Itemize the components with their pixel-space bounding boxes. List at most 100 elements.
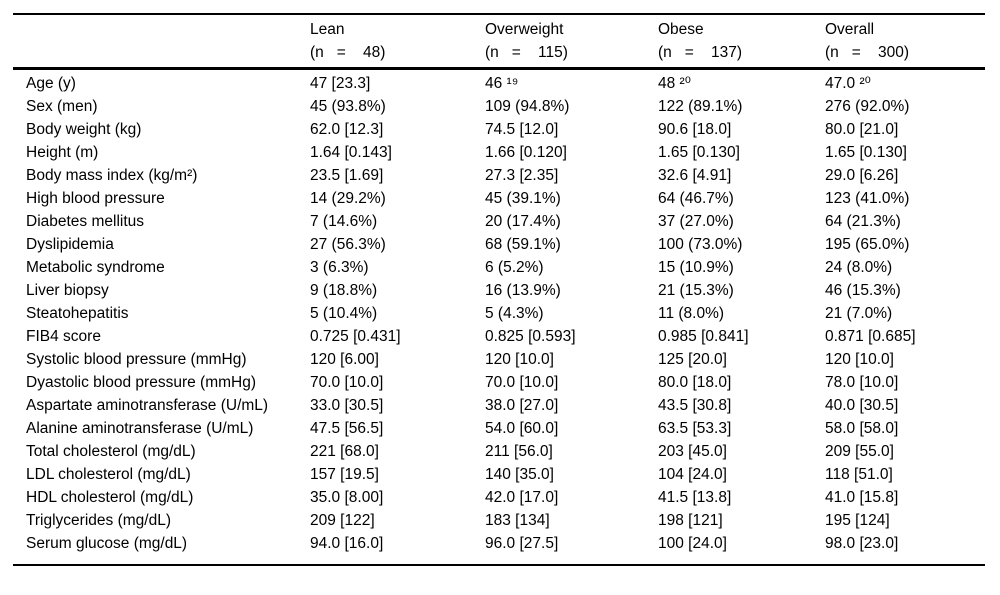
- cell-lean: 209 [122]: [310, 512, 375, 529]
- cell-lean: 1.64 [0.143]: [310, 144, 392, 161]
- cell-overweight: 70.0 [10.0]: [485, 374, 559, 391]
- cell-lean: 27 (56.3%): [310, 236, 386, 253]
- cell-obese: 15 (10.9%): [658, 259, 734, 276]
- cell-lean: 9 (18.8%): [310, 282, 378, 299]
- row-label: Dyastolic blood pressure (mmHg): [26, 374, 256, 391]
- cell-overweight: 20 (17.4%): [485, 213, 561, 230]
- cell-lean: 33.0 [30.5]: [310, 397, 384, 414]
- cell-overall: 1.65 [0.130]: [825, 144, 907, 161]
- cell-overall: 209 [55.0]: [825, 443, 894, 460]
- cell-obese: 32.6 [4.91]: [658, 167, 732, 184]
- table-row: HDL cholesterol (mg/dL) 35.0 [8.00] 42.0…: [13, 486, 985, 509]
- cell-overweight: 5 (4.3%): [485, 305, 544, 322]
- cell-overweight: 27.3 [2.35]: [485, 167, 559, 184]
- column-title: Obese: [658, 21, 704, 38]
- cell-lean: 120 [6.00]: [310, 351, 379, 368]
- column-title: Overweight: [485, 21, 564, 38]
- cell-overweight: 54.0 [60.0]: [485, 420, 559, 437]
- row-label: Liver biopsy: [26, 282, 109, 299]
- cell-obese: 80.0 [18.0]: [658, 374, 732, 391]
- cell-overall: 123 (41.0%): [825, 190, 910, 207]
- cell-overall: 46 (15.3%): [825, 282, 901, 299]
- cell-lean: 47 [23.3]: [310, 75, 371, 92]
- column-title: Overall: [825, 21, 875, 38]
- column-title: Lean: [310, 21, 345, 38]
- table-row: Metabolic syndrome 3 (6.3%) 6 (5.2%) 15 …: [13, 256, 985, 279]
- table-row: Height (m) 1.64 [0.143] 1.66 [0.120] 1.6…: [13, 141, 985, 164]
- cell-overall: 41.0 [15.8]: [825, 489, 899, 506]
- cell-lean: 62.0 [12.3]: [310, 121, 384, 138]
- cell-obese: 100 [24.0]: [658, 535, 727, 552]
- column-header-lean: Lean (n = 48): [310, 14, 485, 70]
- row-label: Alanine aminotransferase (U/mL): [26, 420, 254, 437]
- table-row: Diabetes mellitus 7 (14.6%) 20 (17.4%) 3…: [13, 210, 985, 233]
- cell-lean: 7 (14.6%): [310, 213, 378, 230]
- cell-overall: 80.0 [21.0]: [825, 121, 899, 138]
- table-row: Triglycerides (mg/dL) 209 [122] 183 [134…: [13, 509, 985, 532]
- cell-overweight: 68 (59.1%): [485, 236, 561, 253]
- row-label: Serum glucose (mg/dL): [26, 535, 188, 552]
- cell-obese: 48 ²⁰: [658, 75, 691, 92]
- cell-obese: 122 (89.1%): [658, 98, 743, 115]
- cell-overall: 98.0 [23.0]: [825, 535, 899, 552]
- cell-lean: 3 (6.3%): [310, 259, 369, 276]
- cell-overweight: 16 (13.9%): [485, 282, 561, 299]
- table-row: Total cholesterol (mg/dL) 221 [68.0] 211…: [13, 440, 985, 463]
- cell-obese: 1.65 [0.130]: [658, 144, 740, 161]
- cell-obese: 63.5 [53.3]: [658, 420, 732, 437]
- table-row: Body mass index (kg/m²) 23.5 [1.69] 27.3…: [13, 164, 985, 187]
- cell-overall: 24 (8.0%): [825, 259, 893, 276]
- document-page: Lean (n = 48) Overweight (n = 115) Obese…: [13, 13, 985, 566]
- row-label: Metabolic syndrome: [26, 259, 165, 276]
- row-label: Steatohepatitis: [26, 305, 129, 322]
- table-row: Alanine aminotransferase (U/mL) 47.5 [56…: [13, 417, 985, 440]
- cell-overweight: 6 (5.2%): [485, 259, 544, 276]
- column-header-overweight: Overweight (n = 115): [485, 14, 658, 70]
- row-label: FIB4 score: [26, 328, 101, 345]
- table-row: Liver biopsy 9 (18.8%) 16 (13.9%) 21 (15…: [13, 279, 985, 302]
- cell-lean: 35.0 [8.00]: [310, 489, 384, 506]
- cell-lean: 0.725 [0.431]: [310, 328, 401, 345]
- table-row: Systolic blood pressure (mmHg) 120 [6.00…: [13, 348, 985, 371]
- table-row: Steatohepatitis 5 (10.4%) 5 (4.3%) 11 (8…: [13, 302, 985, 325]
- cell-overweight: 45 (39.1%): [485, 190, 561, 207]
- column-header-empty: [13, 14, 310, 70]
- row-label: High blood pressure: [26, 190, 165, 207]
- cell-overall: 64 (21.3%): [825, 213, 901, 230]
- row-label: Age (y): [26, 75, 76, 92]
- cell-overall: 58.0 [58.0]: [825, 420, 899, 437]
- table-header: Lean (n = 48) Overweight (n = 115) Obese…: [13, 14, 985, 70]
- row-label: Diabetes mellitus: [26, 213, 145, 230]
- cell-obese: 64 (46.7%): [658, 190, 734, 207]
- column-sample-size: (n = 300): [825, 44, 910, 61]
- cell-obese: 198 [121]: [658, 512, 723, 529]
- row-label: Height (m): [26, 144, 99, 161]
- row-label: Total cholesterol (mg/dL): [26, 443, 196, 460]
- cell-obese: 100 (73.0%): [658, 236, 743, 253]
- row-label: Dyslipidemia: [26, 236, 114, 253]
- cell-overweight: 120 [10.0]: [485, 351, 554, 368]
- table-row: Body weight (kg) 62.0 [12.3] 74.5 [12.0]…: [13, 118, 985, 141]
- cell-overweight: 42.0 [17.0]: [485, 489, 559, 506]
- cell-overall: 29.0 [6.26]: [825, 167, 899, 184]
- column-sample-size: (n = 115): [485, 44, 568, 61]
- column-sample-size: (n = 48): [310, 44, 386, 61]
- cell-overweight: 211 [56.0]: [485, 443, 553, 460]
- row-label: Sex (men): [26, 98, 98, 115]
- baseline-characteristics-table: Lean (n = 48) Overweight (n = 115) Obese…: [13, 13, 985, 566]
- cell-lean: 14 (29.2%): [310, 190, 386, 207]
- cell-overweight: 96.0 [27.5]: [485, 535, 559, 552]
- cell-obese: 37 (27.0%): [658, 213, 734, 230]
- cell-overweight: 38.0 [27.0]: [485, 397, 559, 414]
- cell-overweight: 74.5 [12.0]: [485, 121, 559, 138]
- cell-lean: 47.5 [56.5]: [310, 420, 384, 437]
- cell-lean: 157 [19.5]: [310, 466, 379, 483]
- cell-lean: 221 [68.0]: [310, 443, 379, 460]
- cell-overweight: 0.825 [0.593]: [485, 328, 576, 345]
- table-body: Age (y) 47 [23.3] 46 ¹⁹ 48 ²⁰ 47.0 ²⁰ Se…: [13, 69, 985, 566]
- row-label: Body weight (kg): [26, 121, 142, 138]
- cell-obese: 0.985 [0.841]: [658, 328, 749, 345]
- row-label: Systolic blood pressure (mmHg): [26, 351, 247, 368]
- cell-overall: 120 [10.0]: [825, 351, 894, 368]
- column-header-overall: Overall (n = 300): [825, 14, 985, 70]
